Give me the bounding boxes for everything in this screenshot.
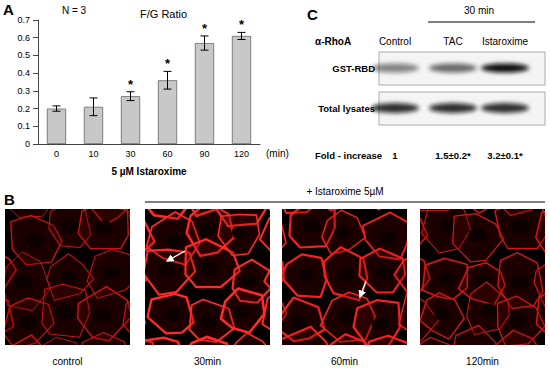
svg-text:30 min: 30 min [464,5,494,16]
svg-text:α-RhoA: α-RhoA [315,36,351,47]
svg-text:Total lysates: Total lysates [318,103,375,114]
svg-text:TAC: TAC [443,36,462,47]
svg-text:0.3: 0.3 [17,86,30,96]
svg-text:0.2: 0.2 [17,104,30,114]
svg-text:0.7: 0.7 [17,15,30,25]
svg-text:(min): (min) [266,148,289,159]
svg-text:1.5±0.2*: 1.5±0.2* [435,150,471,161]
svg-text:0.1: 0.1 [17,121,30,131]
svg-text:5 µM Istaroxime: 5 µM Istaroxime [111,166,187,177]
svg-text:GST-RBD: GST-RBD [332,63,375,74]
svg-text:B: B [4,191,15,208]
svg-text:control: control [52,356,82,367]
svg-text:30: 30 [125,149,135,159]
svg-text:90: 90 [199,149,209,159]
svg-text:A: A [3,1,14,18]
svg-text:60: 60 [162,149,172,159]
svg-text:30min: 30min [194,356,221,367]
svg-text:1: 1 [392,150,398,161]
svg-text:0.4: 0.4 [17,68,30,78]
svg-text:*: * [128,77,134,92]
svg-text:Control: Control [379,36,411,47]
svg-text:N = 3: N = 3 [62,5,87,16]
svg-text:0: 0 [25,139,30,149]
svg-text:*: * [239,17,245,32]
svg-text:Fold - increase: Fold - increase [315,150,382,161]
svg-text:F/G Ratio: F/G Ratio [140,8,187,20]
svg-text:120min: 120min [466,356,499,367]
svg-text:10: 10 [88,149,98,159]
svg-text:60min: 60min [331,356,358,367]
svg-text:0: 0 [54,149,59,159]
svg-text:Istaroxime: Istaroxime [482,36,529,47]
svg-text:0.6: 0.6 [17,33,30,43]
svg-text:120: 120 [234,149,249,159]
svg-text:+ Istaroxime 5µM: + Istaroxime 5µM [306,186,383,197]
svg-text:3.2±0.1*: 3.2±0.1* [487,150,523,161]
svg-text:0.5: 0.5 [17,50,30,60]
svg-text:C: C [307,6,318,23]
svg-text:*: * [202,21,208,36]
svg-text:*: * [165,56,171,71]
